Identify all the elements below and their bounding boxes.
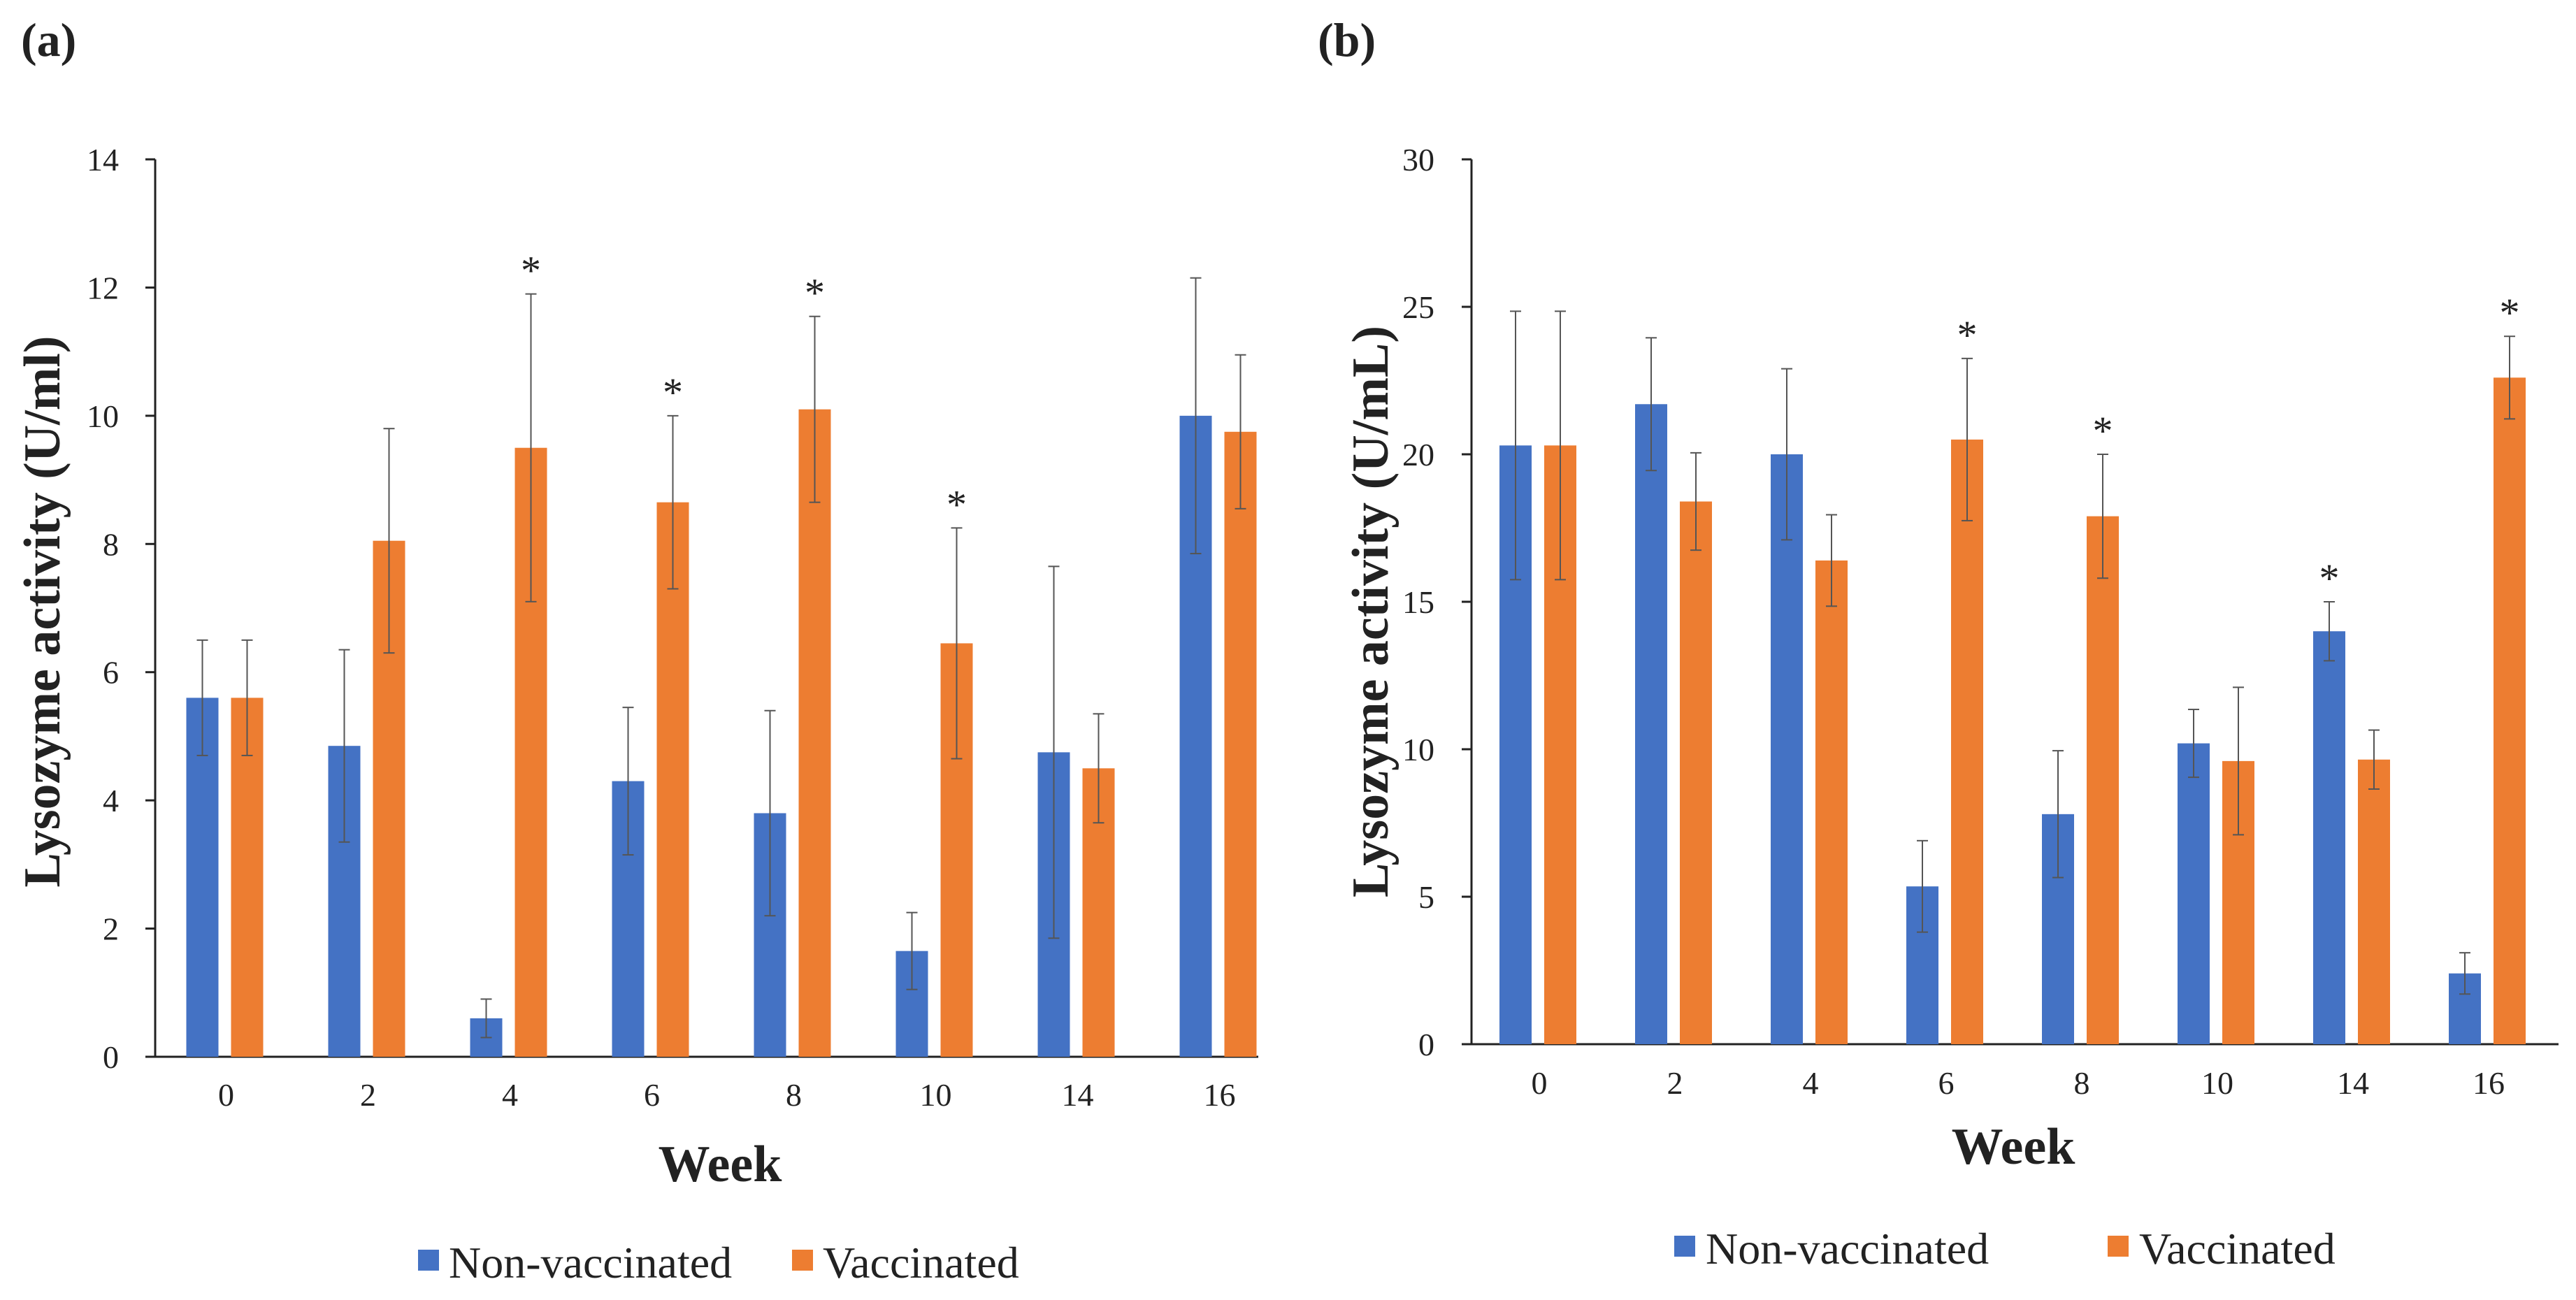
panel-a-y-tick-label: 8 bbox=[103, 526, 119, 562]
panel-a-bar-vaccinated-week-16 bbox=[1224, 431, 1257, 1057]
panel-b-legend-label-non-vaccinated: Non-vaccinated bbox=[1706, 1224, 1989, 1273]
panel-a-y-tick-label: 0 bbox=[103, 1039, 119, 1075]
panel-a-legend: Non-vaccinated Vaccinated bbox=[418, 1238, 1019, 1287]
panel-b-y-tick-label: 15 bbox=[1402, 584, 1434, 620]
panel-b-legend-label-vaccinated: Vaccinated bbox=[2139, 1224, 2336, 1273]
panel-a-significance-marker: * bbox=[663, 370, 683, 415]
panel-b-x-axis-title: Week bbox=[1952, 1118, 2076, 1176]
panel-b-legend-swatch-non-vaccinated bbox=[1674, 1236, 1695, 1257]
panel-b-bar-non-vaccinated-week-4 bbox=[1771, 454, 1803, 1044]
panel-a-x-tick-label: 10 bbox=[920, 1077, 952, 1113]
panel-b-x-tick-label: 8 bbox=[2074, 1065, 2090, 1101]
panel-b-chart: (b) Lysozyme activity (U/mL) Week 0 5 10 15… bbox=[1318, 13, 2559, 1273]
panel-b-y-tick-label: 10 bbox=[1402, 732, 1434, 767]
panel-b-x-tick-label: 0 bbox=[1532, 1065, 1548, 1101]
panel-a-legend-label-vaccinated: Vaccinated bbox=[823, 1238, 1019, 1287]
panel-a-y-tick-label: 6 bbox=[103, 655, 119, 691]
panel-b-y-tick-label: 25 bbox=[1402, 289, 1434, 325]
panel-a-y-tick-label: 2 bbox=[103, 911, 119, 947]
panel-b-bar-vaccinated-week-14 bbox=[2358, 759, 2390, 1044]
panel-a-label: (a) bbox=[21, 13, 76, 66]
panel-a-plot-area: 0 2 4 6 8 10 12 14 0 2 4 * 6 * 8 * 10 * 14 16 bbox=[87, 142, 1258, 1113]
panel-b-significance-marker: * bbox=[2093, 408, 2113, 454]
panel-b-x-tick-label: 2 bbox=[1667, 1065, 1683, 1101]
panel-b-y-tick-label: 5 bbox=[1418, 879, 1434, 915]
panel-a-x-tick-label: 16 bbox=[1204, 1077, 1236, 1113]
panel-a-x-tick-label: 8 bbox=[786, 1077, 802, 1113]
panel-b-label: (b) bbox=[1318, 13, 1376, 66]
panel-b-bar-vaccinated-week-4 bbox=[1815, 560, 1848, 1044]
panel-a-x-tick-label: 2 bbox=[360, 1077, 376, 1113]
panel-b-bar-vaccinated-week-6 bbox=[1951, 439, 1983, 1044]
panel-b-significance-marker: * bbox=[2500, 290, 2520, 335]
panel-b-bar-non-vaccinated-week-10 bbox=[2178, 743, 2210, 1044]
panel-a-bar-vaccinated-week-6 bbox=[656, 502, 689, 1057]
panel-a-significance-marker: * bbox=[805, 270, 825, 316]
panel-b-bar-non-vaccinated-week-14 bbox=[2313, 631, 2345, 1044]
panel-b-y-tick-label: 0 bbox=[1418, 1027, 1434, 1062]
panel-a-y-tick-label: 14 bbox=[87, 142, 119, 178]
panel-b-y-axis-title: Lysozyme activity (U/mL) bbox=[1342, 326, 1399, 897]
panel-b-y-tick-label: 20 bbox=[1402, 437, 1434, 472]
panel-a-x-tick-label: 4 bbox=[502, 1077, 518, 1113]
panel-a-y-tick-label: 10 bbox=[87, 398, 119, 434]
panel-b-x-tick-label: 14 bbox=[2337, 1065, 2369, 1101]
panel-b-significance-marker: * bbox=[1957, 312, 1978, 358]
panel-a-x-axis-title: Week bbox=[659, 1136, 783, 1193]
panel-a-legend-swatch-non-vaccinated bbox=[418, 1250, 439, 1271]
panel-a-y-tick-label: 12 bbox=[87, 270, 119, 305]
panel-a-chart: (a) Lysozyme activity (U/ml) Week 0 2 4 6 8 1… bbox=[14, 13, 1258, 1287]
panel-a-bar-non-vaccinated-week-0 bbox=[186, 698, 219, 1057]
panel-b-x-tick-label: 16 bbox=[2473, 1065, 2505, 1101]
panel-b-legend: Non-vaccinated Vaccinated bbox=[1674, 1224, 2336, 1273]
panel-b-significance-marker: * bbox=[2319, 556, 2340, 601]
panel-a-legend-swatch-vaccinated bbox=[792, 1250, 813, 1271]
panel-a-bar-vaccinated-week-8 bbox=[798, 409, 831, 1057]
panel-b-bar-non-vaccinated-week-2 bbox=[1635, 404, 1667, 1044]
panel-b-bar-vaccinated-week-2 bbox=[1680, 501, 1712, 1044]
panel-b-x-tick-label: 10 bbox=[2201, 1065, 2233, 1101]
panel-b-y-tick-label: 30 bbox=[1402, 142, 1434, 178]
panel-a-legend-label-non-vaccinated: Non-vaccinated bbox=[449, 1238, 732, 1287]
panel-b-x-tick-label: 6 bbox=[1938, 1065, 1955, 1101]
panel-a-significance-marker: * bbox=[521, 248, 541, 294]
panel-a-bar-vaccinated-week-0 bbox=[231, 698, 264, 1057]
panel-b-x-tick-label: 4 bbox=[1803, 1065, 1819, 1101]
panel-a-x-tick-label: 14 bbox=[1062, 1077, 1094, 1113]
panel-a-x-tick-label: 6 bbox=[644, 1077, 660, 1113]
panel-b-plot-area: 0 5 10 15 20 25 30 0 2 4 6 * 8 * 10 14 * 16 * bbox=[1402, 142, 2559, 1101]
panel-a-y-axis-title: Lysozyme activity (U/ml) bbox=[14, 335, 71, 887]
panel-b-bar-vaccinated-week-8 bbox=[2087, 516, 2119, 1044]
panel-a-significance-marker: * bbox=[947, 482, 967, 527]
panel-b-legend-swatch-vaccinated bbox=[2108, 1236, 2129, 1257]
panel-b-bar-vaccinated-week-16 bbox=[2494, 377, 2526, 1044]
panel-a-y-tick-label: 4 bbox=[103, 783, 119, 818]
panel-a-x-tick-label: 0 bbox=[218, 1077, 234, 1113]
